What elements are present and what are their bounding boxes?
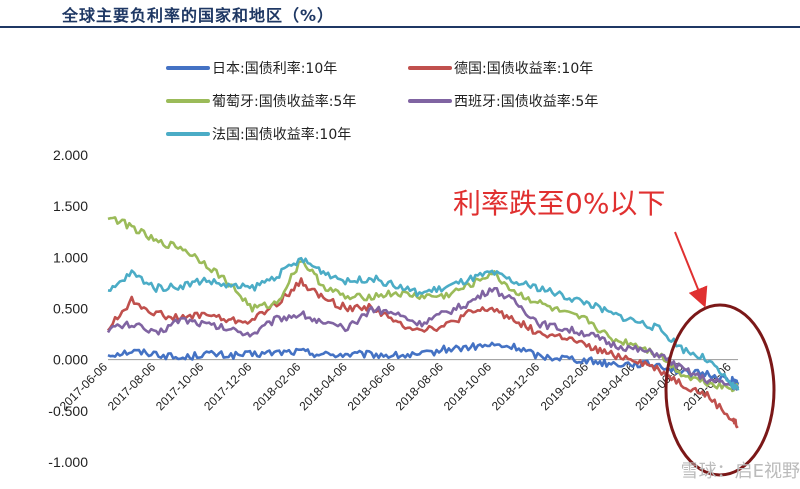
x-tick-label: 2018-02-06 [250, 360, 304, 414]
legend-label: 西班牙:国债收益率:5年 [454, 93, 598, 110]
chart-title: 全球主要负利率的国家和地区（%） [62, 6, 335, 25]
x-tick-label: 2018-10-06 [441, 360, 495, 414]
series-line [107, 341, 740, 386]
x-tick-label: 2017-10-06 [153, 360, 207, 414]
x-tick-label: 2017-12-06 [201, 360, 255, 414]
y-tick-label: 0.000 [53, 352, 88, 368]
series-lines [106, 216, 740, 429]
legend-label: 法国:国债收益率:10年 [212, 126, 351, 143]
y-tick-label: -1.000 [48, 454, 88, 470]
x-tick-label: 2018-08-06 [393, 360, 447, 414]
annotation-label: 利率跌至0%以下 [453, 187, 665, 220]
series-line [106, 277, 739, 429]
y-axis: 2.000 1.500 1.000 0.500 0.000 -0.500 -1.000 [48, 147, 738, 470]
y-tick-label: -0.500 [48, 403, 88, 419]
x-tick-label: 2018-12-06 [489, 360, 543, 414]
x-tick-label: 2018-04-06 [297, 360, 351, 414]
annotation-arrow [674, 231, 708, 308]
x-tick-label: 2019-04-06 [584, 360, 638, 414]
y-tick-label: 0.500 [53, 301, 88, 317]
legend-label: 葡萄牙:国债收益率:5年 [212, 93, 356, 110]
title-divider [0, 26, 800, 28]
x-tick-label: 2017-08-06 [105, 360, 159, 414]
legend-label: 德国:国债收益率:10年 [454, 60, 593, 77]
series-line [106, 286, 740, 391]
y-tick-label: 1.000 [53, 249, 88, 265]
y-tick-label: 1.500 [53, 198, 88, 214]
watermark: 雪球：启E视野 [681, 461, 800, 482]
y-tick-label: 2.000 [53, 147, 88, 163]
x-tick-label: 2019-02-06 [538, 360, 592, 414]
legend-label: 日本:国债利率:10年 [212, 60, 337, 77]
series-line [107, 256, 740, 391]
highlight-ellipse [664, 303, 776, 477]
x-tick-label: 2018-06-06 [345, 360, 399, 414]
